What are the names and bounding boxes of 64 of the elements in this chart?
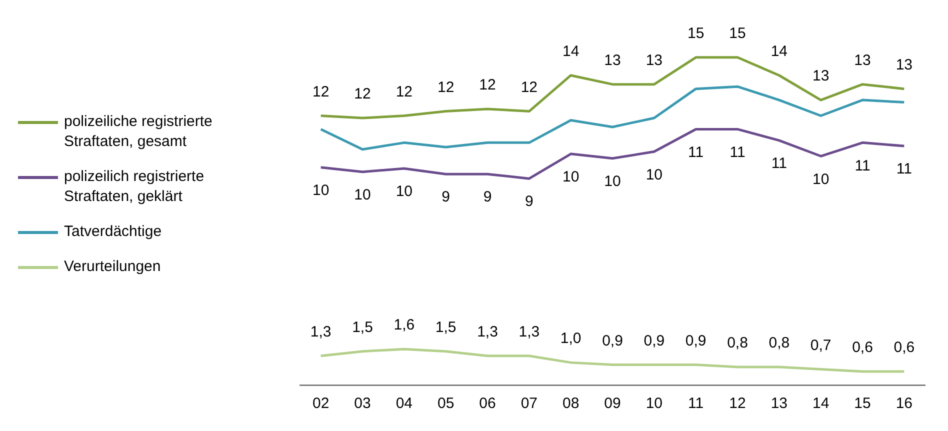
legend-label: Verurteilungen: [64, 257, 161, 277]
data-label: 10: [604, 173, 621, 190]
data-label: 10: [646, 166, 663, 184]
data-label: 0,6: [894, 339, 915, 356]
data-label: 1,6: [394, 316, 415, 334]
data-label: 12: [354, 86, 371, 103]
x-tick-label: 15: [854, 395, 871, 412]
data-label: 0,8: [768, 334, 790, 352]
data-label: 11: [730, 144, 746, 161]
x-tick-label: 04: [396, 395, 413, 412]
legend-label: Tatverdächtige: [64, 222, 162, 242]
data-label: 12: [396, 83, 413, 100]
legend-label: polizeiliche registrierte Straftaten, gesamt: [64, 112, 214, 152]
data-label: 0,8: [727, 334, 748, 352]
data-label: 13: [812, 68, 830, 85]
data-label: 1,5: [352, 318, 373, 336]
data-label: 13: [646, 52, 663, 69]
data-label: 12: [437, 78, 454, 96]
x-tick-label: 06: [479, 395, 496, 412]
data-label: 1,3: [310, 323, 332, 340]
data-label: 12: [520, 78, 538, 96]
data-label: 11: [771, 155, 787, 172]
x-tick-label: 03: [354, 395, 371, 412]
x-tick-label: 11: [688, 395, 704, 412]
data-label: 10: [812, 170, 830, 188]
x-tick-label: 14: [812, 395, 830, 412]
data-label: 0,9: [685, 332, 706, 350]
data-label: 0,7: [810, 336, 832, 354]
x-tick-label: 02: [312, 395, 330, 412]
data-label: 10: [396, 183, 413, 200]
data-label: 14: [562, 43, 580, 60]
legend-label: polizeilich registrierte Straftaten, geklärt: [64, 167, 206, 207]
x-tick-label: 13: [770, 395, 788, 412]
data-label: 0,9: [602, 332, 623, 350]
data-label: 9: [524, 193, 534, 210]
data-label: 12: [312, 83, 330, 100]
data-label: 10: [312, 182, 330, 199]
x-tick-label: 09: [604, 395, 621, 412]
data-label: 1,3: [518, 323, 540, 340]
data-label: 14: [770, 43, 788, 60]
data-label: 11: [688, 144, 704, 161]
x-tick-label: 08: [562, 395, 580, 412]
data-label: 13: [604, 52, 621, 69]
x-tick-label: 05: [437, 395, 454, 412]
data-label: 1,5: [435, 318, 456, 336]
data-label: 0,6: [852, 339, 873, 356]
data-label: 11: [854, 157, 870, 174]
data-label: 0,9: [644, 332, 665, 350]
data-label: 15: [729, 25, 746, 42]
x-tick-label: 12: [729, 395, 746, 412]
x-tick-label: 10: [646, 395, 663, 412]
data-label: 10: [562, 168, 580, 186]
x-tick-label: 07: [520, 395, 538, 412]
data-label: 12: [479, 76, 496, 94]
data-label: 10: [354, 186, 371, 204]
data-label: 15: [687, 25, 704, 42]
data-label: 1,0: [560, 330, 582, 348]
data-label: 13: [854, 52, 871, 69]
data-label: 1,3: [477, 323, 498, 340]
x-tick-label: 16: [896, 395, 913, 412]
data-label: 13: [896, 56, 913, 74]
data-label: 11: [896, 160, 912, 178]
data-label: 9: [483, 188, 492, 206]
data-label: 9: [442, 188, 450, 206]
